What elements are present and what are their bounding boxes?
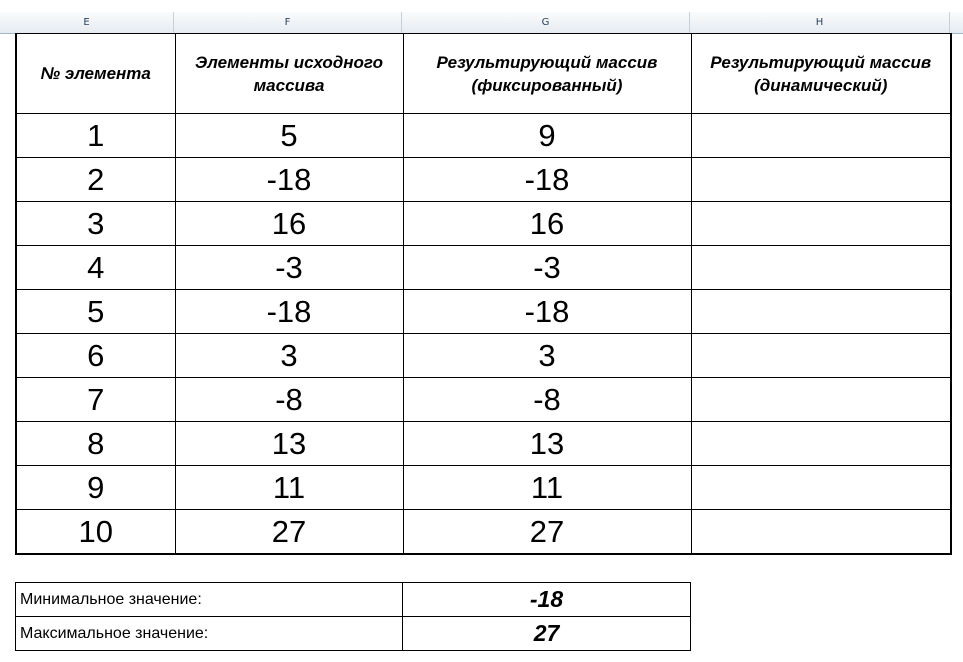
column-header-h[interactable]: H	[690, 12, 950, 33]
table-row: 2 -18 -18	[15, 157, 952, 202]
table-row: 5 -18 -18	[15, 289, 952, 334]
cell-result-dynamic[interactable]	[690, 509, 952, 555]
column-header-e[interactable]: E	[0, 12, 174, 33]
table-header-row: № элемента Элементы исходного массива Ре…	[15, 33, 952, 114]
header-result-dynamic[interactable]: Результирующий массив (динамический)	[690, 33, 952, 114]
cell-result-dynamic[interactable]	[690, 157, 952, 202]
cell-result-dynamic[interactable]	[690, 421, 952, 466]
table-row: 3 16 16	[15, 201, 952, 246]
cell-result-fixed[interactable]: 16	[402, 201, 692, 246]
cell-source-value[interactable]: 13	[174, 421, 404, 466]
cell-result-dynamic[interactable]	[690, 113, 952, 158]
cell-source-value[interactable]: -3	[174, 245, 404, 290]
table-row: 7 -8 -8	[15, 377, 952, 422]
header-result-fixed[interactable]: Результирующий массив (фиксированный)	[402, 33, 692, 114]
cell-result-fixed[interactable]: 9	[402, 113, 692, 158]
cell-element-number[interactable]: 5	[15, 289, 176, 334]
cell-result-fixed[interactable]: -3	[402, 245, 692, 290]
data-table: № элемента Элементы исходного массива Ре…	[15, 33, 952, 555]
column-header-bar: E F G H	[0, 12, 963, 34]
cell-element-number[interactable]: 7	[15, 377, 176, 422]
cell-result-dynamic[interactable]	[690, 465, 952, 510]
cell-source-value[interactable]: -18	[174, 289, 404, 334]
cell-element-number[interactable]: 8	[15, 421, 176, 466]
column-header-f[interactable]: F	[174, 12, 402, 33]
top-strip	[0, 0, 963, 12]
cell-result-dynamic[interactable]	[690, 201, 952, 246]
cell-source-value[interactable]: 3	[174, 333, 404, 378]
cell-element-number[interactable]: 4	[15, 245, 176, 290]
header-source-elements[interactable]: Элементы исходного массива	[174, 33, 404, 114]
summary-row-min: Минимальное значение: -18	[15, 582, 691, 617]
min-value[interactable]: -18	[402, 582, 691, 617]
cell-result-fixed[interactable]: 27	[402, 509, 692, 555]
summary-table: Минимальное значение: -18 Максимальное з…	[15, 582, 691, 651]
cell-result-fixed[interactable]: -18	[402, 157, 692, 202]
cell-element-number[interactable]: 3	[15, 201, 176, 246]
cell-result-fixed[interactable]: 3	[402, 333, 692, 378]
cell-element-number[interactable]: 9	[15, 465, 176, 510]
cell-source-value[interactable]: 27	[174, 509, 404, 555]
cell-result-dynamic[interactable]	[690, 377, 952, 422]
header-element-number[interactable]: № элемента	[15, 33, 176, 114]
table-row: 8 13 13	[15, 421, 952, 466]
cell-result-fixed[interactable]: -8	[402, 377, 692, 422]
cell-element-number[interactable]: 2	[15, 157, 176, 202]
table-row: 9 11 11	[15, 465, 952, 510]
cell-result-dynamic[interactable]	[690, 333, 952, 378]
table-row: 4 -3 -3	[15, 245, 952, 290]
cell-source-value[interactable]: -18	[174, 157, 404, 202]
cell-result-dynamic[interactable]	[690, 289, 952, 334]
cell-result-fixed[interactable]: 11	[402, 465, 692, 510]
max-label[interactable]: Максимальное значение:	[15, 616, 403, 651]
cell-element-number[interactable]: 6	[15, 333, 176, 378]
max-value[interactable]: 27	[402, 616, 691, 651]
column-header-g[interactable]: G	[402, 12, 690, 33]
table-row: 10 27 27	[15, 509, 952, 555]
cell-result-dynamic[interactable]	[690, 245, 952, 290]
cell-result-fixed[interactable]: -18	[402, 289, 692, 334]
min-label[interactable]: Минимальное значение:	[15, 582, 403, 617]
cell-source-value[interactable]: -8	[174, 377, 404, 422]
cell-element-number[interactable]: 1	[15, 113, 176, 158]
cell-source-value[interactable]: 5	[174, 113, 404, 158]
cell-element-number[interactable]: 10	[15, 509, 176, 555]
cell-source-value[interactable]: 11	[174, 465, 404, 510]
cell-source-value[interactable]: 16	[174, 201, 404, 246]
cell-result-fixed[interactable]: 13	[402, 421, 692, 466]
summary-row-max: Максимальное значение: 27	[15, 616, 691, 651]
